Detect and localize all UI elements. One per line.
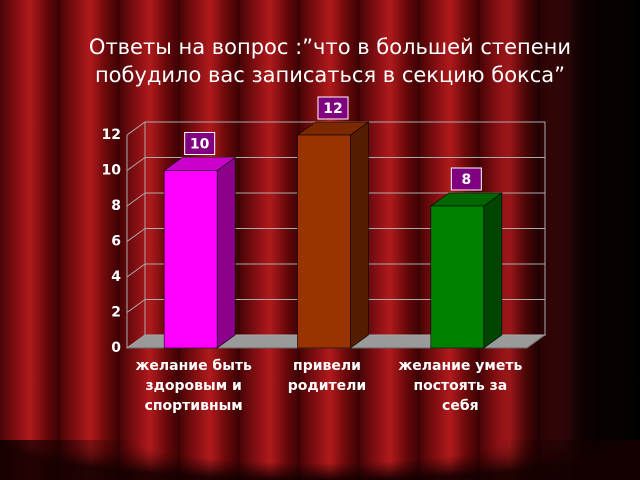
grid-line <box>126 157 146 171</box>
grid-line <box>126 263 146 278</box>
value-label-box <box>184 132 216 155</box>
grid-line <box>126 299 146 313</box>
grid-line <box>126 228 146 242</box>
y-tick-label: 8 <box>111 198 121 214</box>
y-tick-label: 6 <box>111 234 121 250</box>
grid-line <box>126 334 146 349</box>
chart-title: побудило вас записаться в секцию бокса” <box>95 63 565 87</box>
grid-line <box>126 121 146 136</box>
value-label: 10 <box>190 137 210 153</box>
y-tick-label: 12 <box>102 127 121 143</box>
y-tick-label: 0 <box>111 340 121 356</box>
x-tick-label: привели родители <box>287 358 367 394</box>
value-label: 12 <box>323 101 342 117</box>
x-tick-label: желание быть здоровым и спортивным <box>135 358 252 414</box>
value-label: 8 <box>461 172 471 188</box>
bar-side <box>350 121 369 349</box>
x-tick-label: желание уметь постоять за себя <box>398 358 523 414</box>
bar-side <box>216 156 236 349</box>
chart-title: Ответы на вопрос :”что в большей степени <box>89 35 571 59</box>
value-label-box <box>450 167 482 191</box>
bar <box>430 205 485 349</box>
bar <box>297 134 351 349</box>
y-tick-label: 4 <box>111 269 121 285</box>
bar <box>163 170 218 349</box>
y-tick-label: 10 <box>102 163 122 179</box>
grid-line <box>126 192 146 207</box>
y-tick-label: 2 <box>111 305 121 321</box>
bar-side <box>483 192 503 349</box>
value-label-box <box>317 96 349 120</box>
